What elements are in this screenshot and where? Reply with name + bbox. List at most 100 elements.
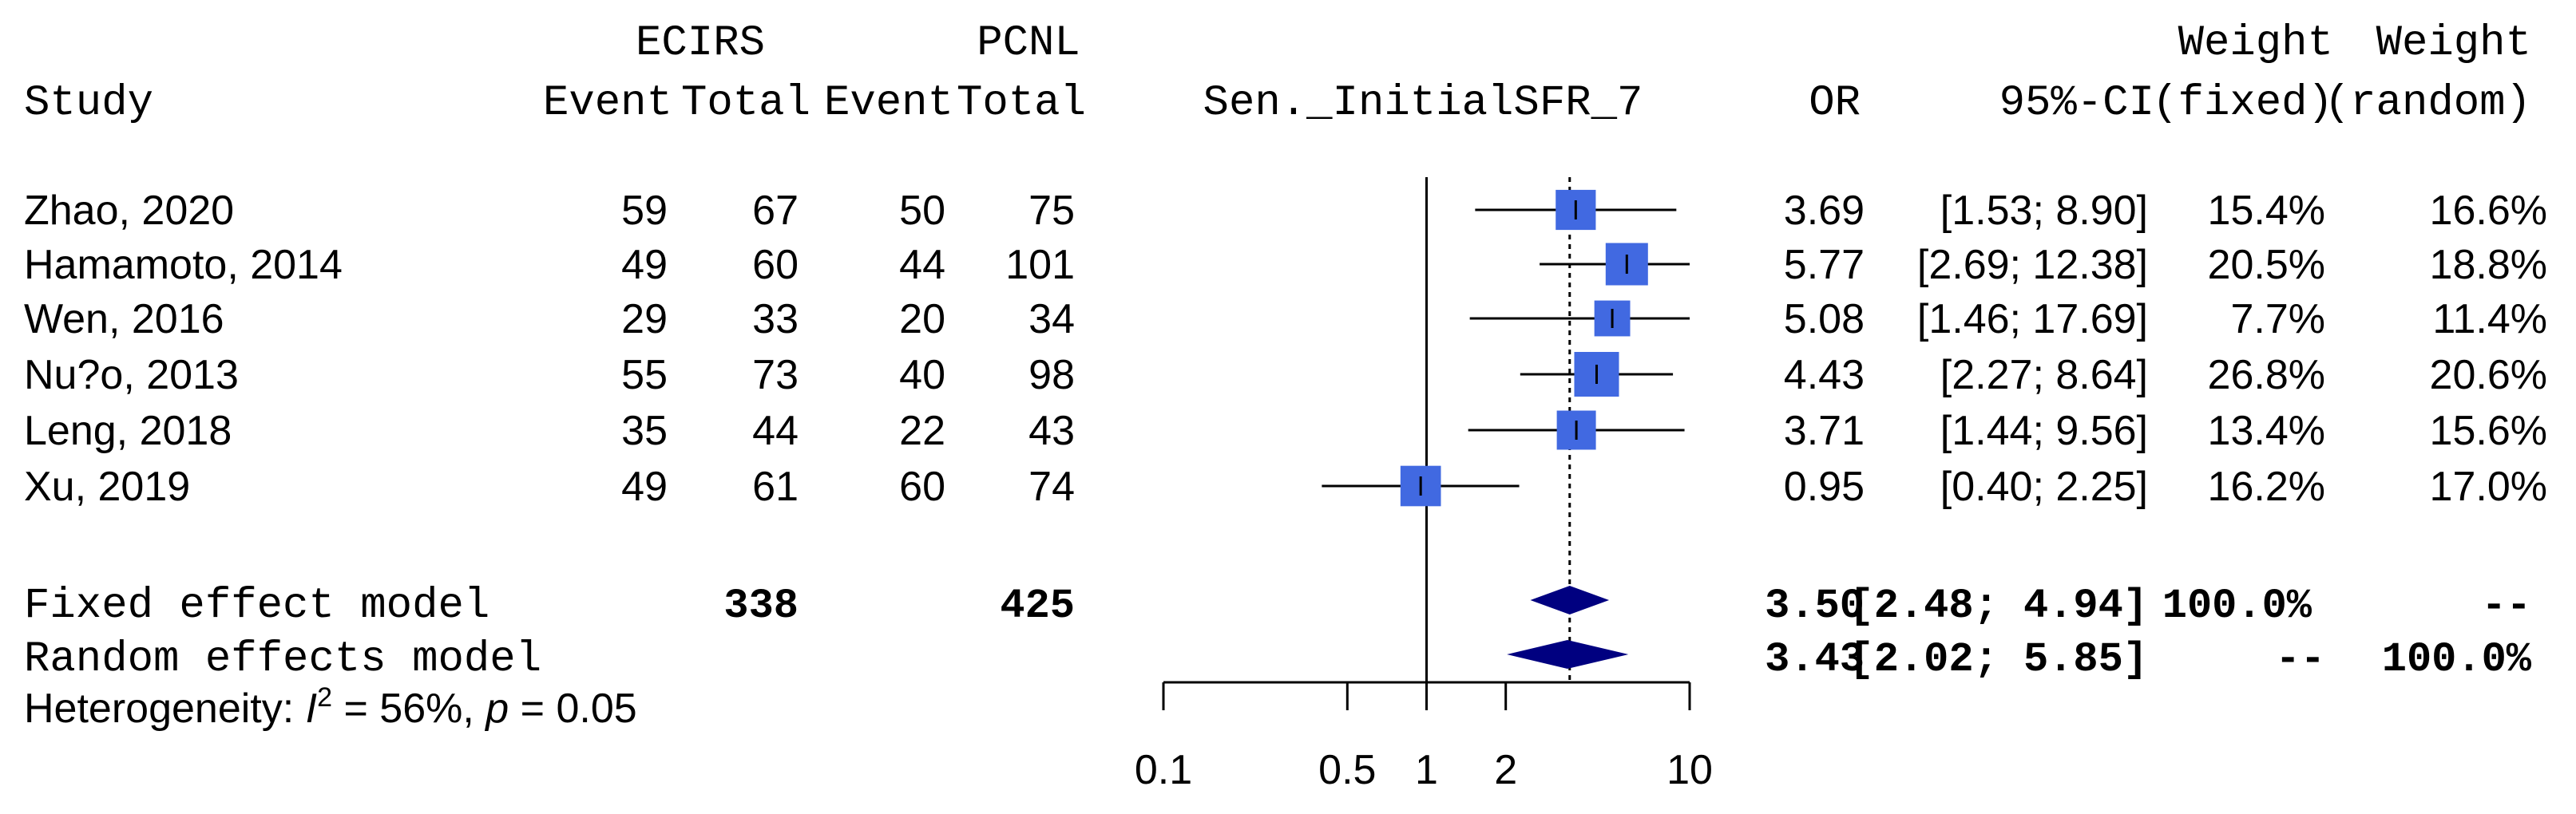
event1-value: 35 — [621, 408, 668, 454]
header-study: Study — [24, 79, 153, 128]
header-weight-fixed-1: Weight — [2178, 19, 2333, 68]
ci-value: [1.53; 8.90] — [1940, 188, 2148, 234]
total1-value: 61 — [752, 464, 799, 510]
random-effects-diamond — [1507, 640, 1629, 669]
total2-value: 74 — [1028, 464, 1075, 510]
column-headers: ECIRS PCNL Study Event Total Event Total… — [24, 19, 2531, 128]
total2-value: 75 — [1028, 188, 1075, 234]
heterogeneity-p: p — [484, 686, 509, 732]
total2-value: 34 — [1028, 296, 1075, 342]
fixed-label: Fixed effect model — [24, 582, 489, 630]
heterogeneity-rest: = 0.05 — [509, 686, 636, 732]
total1-value: 33 — [752, 296, 799, 342]
forest-graphics: 0.1 0.5 1 2 10 — [1135, 177, 1713, 793]
weight-random-value: 18.8% — [2430, 242, 2547, 288]
header-total2: Total — [957, 79, 1086, 128]
header-weight-random-2: (random) — [2324, 79, 2531, 128]
random-weight-fixed: -- — [2276, 636, 2325, 683]
event1-value: 55 — [621, 352, 668, 398]
fixed-total2: 425 — [1000, 583, 1075, 630]
or-value: 3.69 — [1784, 188, 1865, 234]
or-value: 0.95 — [1784, 464, 1865, 510]
ci-value: [1.46; 17.69] — [1917, 296, 2148, 342]
heterogeneity-i: I — [306, 686, 317, 732]
weight-random-value: 20.6% — [2430, 352, 2547, 398]
header-weight-fixed-2: (fixed) — [2152, 79, 2333, 128]
event2-value: 44 — [899, 242, 945, 288]
axis-title: Sen._InitialSFR_7 — [1203, 79, 1643, 128]
heterogeneity-mid: = 56%, — [332, 686, 485, 732]
header-event1: Event — [543, 79, 672, 128]
weight-fixed-value: 13.4% — [2208, 408, 2325, 454]
weight-fixed-value: 26.8% — [2208, 352, 2325, 398]
header-group1: ECIRS — [636, 19, 765, 68]
study-name: Leng, 2018 — [24, 408, 232, 454]
total1-value: 60 — [752, 242, 799, 288]
fixed-total1: 338 — [723, 583, 799, 630]
random-effects-row: Random effects model 3.43 [2.02; 5.85] -… — [24, 635, 2532, 684]
weight-fixed-value: 7.7% — [2230, 296, 2325, 342]
x-tick-label: 10 — [1666, 747, 1713, 793]
ci-value: [1.44; 9.56] — [1940, 408, 2148, 454]
ci-value: [2.27; 8.64] — [1940, 352, 2148, 398]
event2-value: 60 — [899, 464, 945, 510]
x-tick-label: 1 — [1415, 747, 1438, 793]
total1-value: 44 — [752, 408, 799, 454]
study-name: Xu, 2019 — [24, 464, 190, 510]
event1-value: 29 — [621, 296, 668, 342]
header-total1: Total — [681, 79, 810, 128]
header-group2: PCNL — [977, 19, 1080, 68]
event1-value: 49 — [621, 242, 668, 288]
weight-fixed-value: 16.2% — [2208, 464, 2325, 510]
weight-random-value: 16.6% — [2430, 188, 2547, 234]
header-weight-random-1: Weight — [2376, 19, 2531, 68]
fixed-ci: [2.48; 4.94] — [1849, 583, 2148, 630]
event1-value: 59 — [621, 188, 668, 234]
fixed-effect-row: Fixed effect model 338 425 3.50 [2.48; 4… — [24, 582, 2531, 630]
random-or: 3.43 — [1765, 636, 1865, 683]
event2-value: 50 — [899, 188, 945, 234]
weight-random-value: 15.6% — [2430, 408, 2547, 454]
event2-value: 22 — [899, 408, 945, 454]
total1-value: 67 — [752, 188, 799, 234]
fixed-weight-fixed: 100.0% — [2162, 583, 2312, 630]
header-or: OR — [1809, 79, 1861, 128]
header-event2: Event — [824, 79, 953, 128]
or-value: 5.08 — [1784, 296, 1865, 342]
x-tick-label: 2 — [1494, 747, 1517, 793]
or-value: 4.43 — [1784, 352, 1865, 398]
total1-value: 73 — [752, 352, 799, 398]
ci-value: [0.40; 2.25] — [1940, 464, 2148, 510]
header-ci: 95%-CI — [1999, 79, 2154, 128]
random-weight-random: 100.0% — [2382, 636, 2532, 683]
or-value: 3.71 — [1784, 408, 1865, 454]
weight-random-value: 17.0% — [2430, 464, 2547, 510]
fixed-weight-random: -- — [2482, 583, 2531, 630]
study-rows: Zhao, 2020 59 67 50 75 3.69 [1.53; 8.90] 15.4% 1… — [24, 188, 2547, 510]
total2-value: 98 — [1028, 352, 1075, 398]
heterogeneity-prefix: Heterogeneity: — [24, 686, 306, 732]
event1-value: 49 — [621, 464, 668, 510]
event2-value: 40 — [899, 352, 945, 398]
ci-value: [2.69; 12.38] — [1917, 242, 2148, 288]
study-name: Hamamoto, 2014 — [24, 242, 343, 288]
study-name: Nu?o, 2013 — [24, 352, 239, 398]
study-name: Zhao, 2020 — [24, 188, 234, 234]
random-ci: [2.02; 5.85] — [1849, 636, 2148, 683]
random-label: Random effects model — [24, 635, 541, 684]
total2-value: 43 — [1028, 408, 1075, 454]
heterogeneity-text: Heterogeneity: I2 = 56%, p = 0.05 — [24, 682, 637, 732]
x-tick-label: 0.5 — [1318, 747, 1376, 793]
study-name: Wen, 2016 — [24, 296, 224, 342]
fixed-or: 3.50 — [1765, 583, 1865, 630]
heterogeneity-sup: 2 — [317, 682, 332, 713]
event2-value: 20 — [899, 296, 945, 342]
weight-fixed-value: 15.4% — [2208, 188, 2325, 234]
or-value: 5.77 — [1784, 242, 1865, 288]
x-tick-label: 0.1 — [1135, 747, 1192, 793]
weight-random-value: 11.4% — [2432, 296, 2547, 342]
weight-fixed-value: 20.5% — [2208, 242, 2325, 288]
total2-value: 101 — [1005, 242, 1075, 288]
fixed-effect-diamond — [1530, 586, 1610, 614]
